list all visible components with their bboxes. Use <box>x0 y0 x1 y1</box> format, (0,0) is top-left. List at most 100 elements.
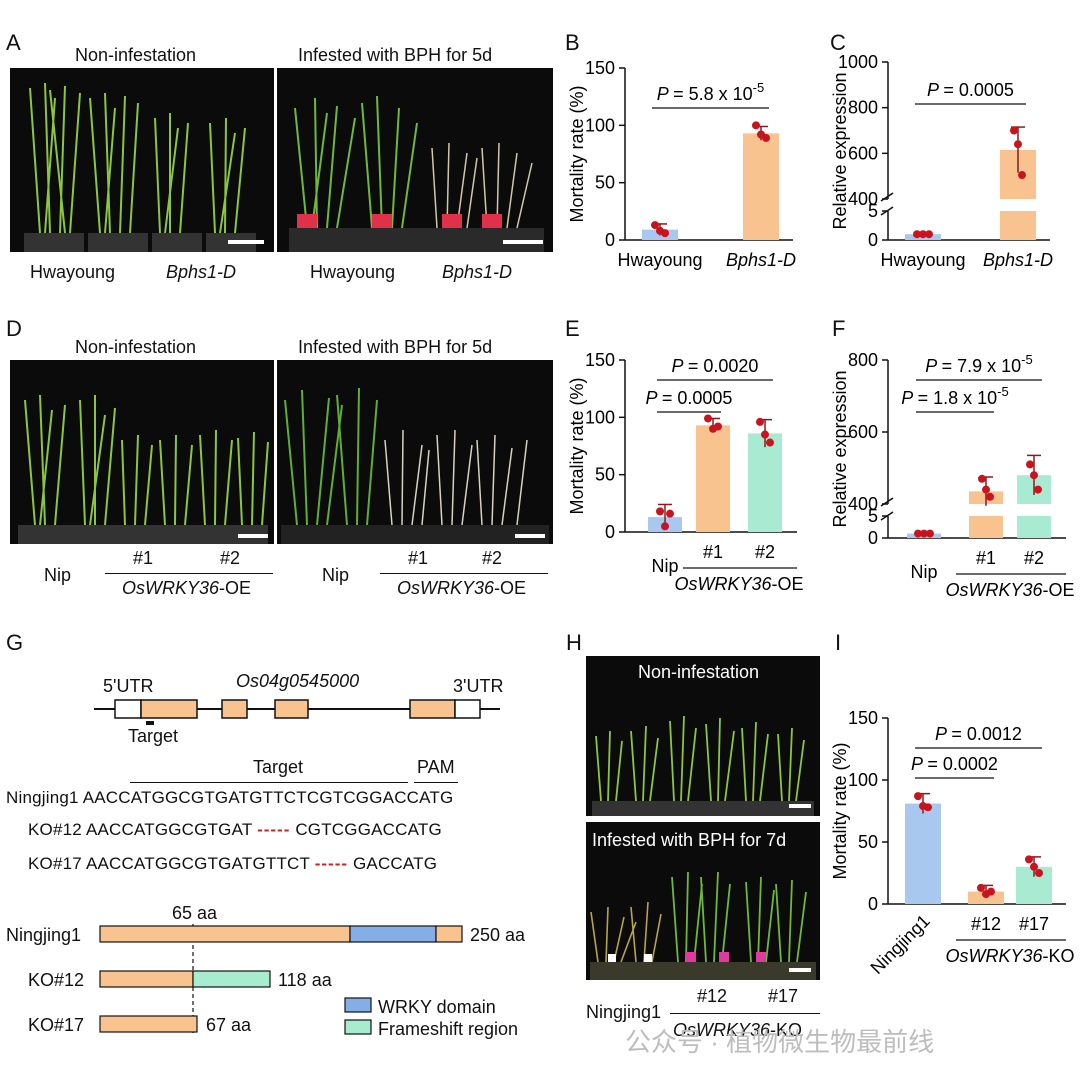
label-target: Target <box>253 757 304 777</box>
panel-h-bottom-title: Infested with BPH for 7d <box>592 830 787 850</box>
data-point <box>919 230 927 239</box>
y-tick-label: 5 <box>868 201 878 221</box>
label-prot-ko17: KO#17 <box>28 1015 85 1035</box>
x-tick-label: #2 <box>755 542 775 562</box>
bar <box>748 433 782 532</box>
p-value-label: P = 0.0012 <box>935 724 1022 744</box>
y-tick-label: 50 <box>595 465 615 485</box>
bar <box>969 516 1003 538</box>
data-point <box>666 509 674 518</box>
y-tick-label: 150 <box>585 58 615 78</box>
scale-bar <box>515 534 545 538</box>
plants-a-left <box>24 82 256 252</box>
panel-h-top-title: Non-infestation <box>638 662 760 682</box>
label-250aa: 250 aa <box>470 925 526 945</box>
pam-underline <box>414 782 458 783</box>
p-value-label: P = 5.8 x 10-5 <box>657 80 764 104</box>
x-tick-label: #1 <box>976 548 996 568</box>
y-tick-label: 100 <box>585 407 615 427</box>
y-tick-label: 600 <box>848 143 878 163</box>
label-3utr: 3'UTR <box>453 676 504 696</box>
data-point <box>761 430 769 439</box>
group-label-oe: OsWRKY36-OE <box>122 578 252 598</box>
data-point <box>756 417 764 426</box>
label-hwayoung: Hwayoung <box>30 262 116 282</box>
y-tick-label: 100 <box>848 770 878 790</box>
chart-f: 400 600 800 05 Relative expression P = 1.8 x … <box>830 350 1075 600</box>
x-tick-label: Bphs1-D <box>983 250 1053 270</box>
x-tick-label: Ningjing1 <box>867 911 934 978</box>
group-underline <box>380 573 548 574</box>
seq-row-ko17: KO#17 AACCATGGCGTGATGTTCT ----- GACCATG <box>28 854 438 873</box>
scale-bar <box>789 968 811 972</box>
panel-h-letter: H <box>566 630 582 655</box>
x-tick-label: #1 <box>703 542 723 562</box>
bar <box>905 803 941 904</box>
data-point <box>752 121 760 130</box>
panel-d-left-title: Non-infestation <box>75 337 197 357</box>
scale-bar <box>238 534 268 538</box>
bar <box>696 425 730 532</box>
x-tick-label: #12 <box>971 914 1001 934</box>
label-prot-ningjing1: Ningjing1 <box>6 925 82 945</box>
photo-h-non-infested: Non-infestation <box>586 656 820 816</box>
plants-d-left <box>18 394 269 544</box>
chart-e: 0 50 100 150 Mortality rate (%) P = 0.0005 P =… <box>567 350 804 594</box>
label-nip: Nip <box>44 565 72 585</box>
label-nip: Nip <box>322 565 350 585</box>
x-tick-label: #2 <box>1024 548 1044 568</box>
data-point <box>704 414 712 423</box>
p-value-label: P = 0.0002 <box>911 754 998 774</box>
label-118aa: 118 aa <box>278 970 332 990</box>
label-pam: PAM <box>417 757 455 777</box>
p-value-label: P = 0.0005 <box>646 388 733 408</box>
label-line-1: #1 <box>133 548 154 568</box>
panel-f-letter: F <box>832 316 846 341</box>
panel-a-right-title: Infested with BPH for 5d <box>298 45 493 65</box>
label-bphs1-d: Bphs1-D <box>166 262 237 282</box>
p-value-label: P = 7.9 x 10-5 <box>925 352 1032 376</box>
x-tick-label: Nip <box>651 556 678 576</box>
label-line-1: #1 <box>408 548 429 568</box>
panel-a-left-title: Non-infestation <box>75 45 197 65</box>
p-value-label: P = 0.0005 <box>927 80 1014 100</box>
panel-d-letter: D <box>6 316 22 341</box>
scale-bar <box>228 240 264 244</box>
data-point <box>766 438 774 447</box>
y-axis-label: Relative expression <box>830 370 850 527</box>
x-tick-label: #17 <box>1019 914 1049 934</box>
data-point <box>914 792 922 801</box>
data-point <box>1030 862 1038 871</box>
data-point <box>651 221 659 230</box>
data-point <box>661 522 669 531</box>
y-axis-label: Mortality rate (%) <box>567 377 587 514</box>
group-underline <box>105 573 273 574</box>
x-tick-label: Hwayoung <box>617 250 702 270</box>
axis-break <box>880 192 894 202</box>
label-67aa: 67 aa <box>206 1015 252 1035</box>
group-label: OsWRKY36-OE <box>674 574 803 594</box>
target-underline <box>130 782 408 783</box>
data-point <box>661 229 669 238</box>
y-tick-label: 0 <box>868 894 878 914</box>
group-underline <box>670 1013 820 1014</box>
data-point <box>978 474 986 483</box>
data-point <box>986 492 994 501</box>
data-point <box>1025 855 1033 864</box>
data-point <box>1010 126 1018 135</box>
y-tick-label: 0 <box>605 230 615 250</box>
seq-row-ko12: KO#12 AACCATGGCGTGAT ----- CGTCGGACCATG <box>28 820 442 839</box>
label-bphs1-d: Bphs1-D <box>442 262 513 282</box>
scale-bar <box>503 240 543 244</box>
chart-i: 0 50 100 150 Mortality rate (%) P = 0.0002 P =… <box>830 708 1075 978</box>
photo-a-non-infested <box>10 68 274 252</box>
y-tick-label: 600 <box>848 422 878 442</box>
x-tick-label: Hwayoung <box>880 250 965 270</box>
data-point <box>977 883 985 892</box>
label-prot-ko12: KO#12 <box>28 970 85 990</box>
panel-b-letter: B <box>565 30 580 55</box>
label-line-12: #12 <box>697 986 728 1006</box>
x-tick-label: Nip <box>910 562 937 582</box>
label-gene-id: Os04g0545000 <box>236 671 360 691</box>
y-tick-label: 1000 <box>838 52 878 72</box>
